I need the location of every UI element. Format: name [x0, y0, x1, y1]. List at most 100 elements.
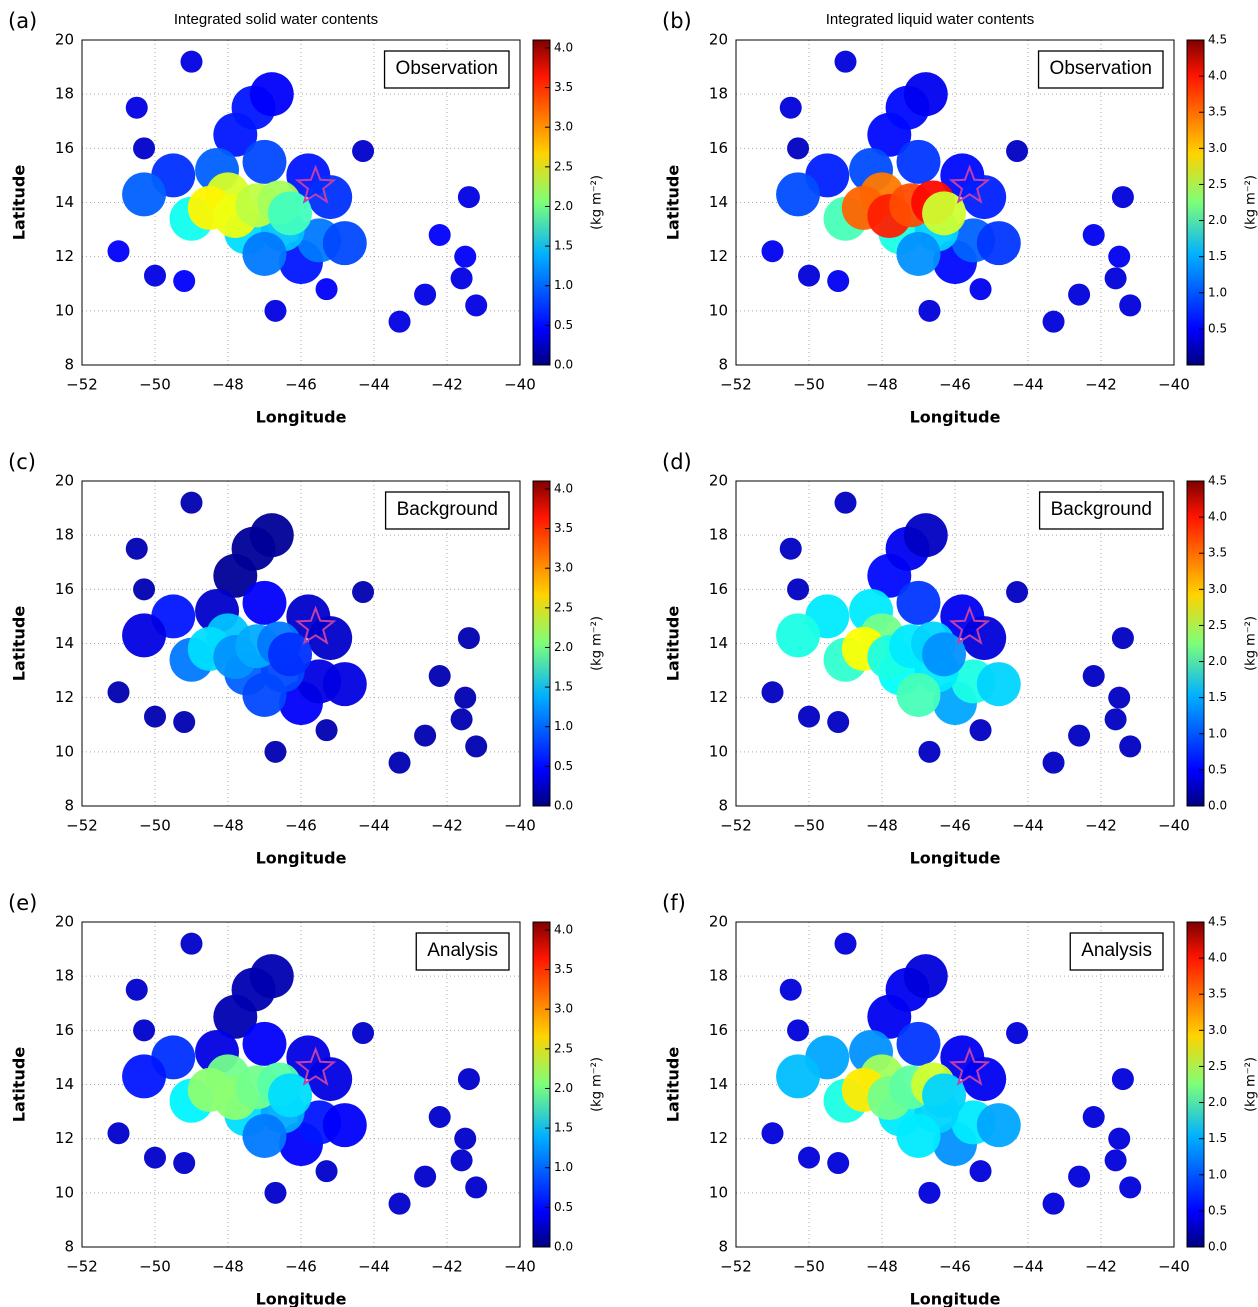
data-cell — [454, 1127, 477, 1150]
data-cell — [315, 719, 338, 742]
x-tick-label: −46 — [939, 376, 971, 394]
y-tick-label: 20 — [55, 472, 74, 490]
data-cell — [242, 672, 287, 717]
colorbar-tick-label: 0.5 — [554, 318, 573, 332]
colorbar-tick-label: 0.5 — [1208, 1203, 1227, 1217]
star-marker — [948, 605, 991, 645]
colorbar-tick-label: 0.0 — [554, 358, 573, 372]
panel-label: (d) — [662, 450, 692, 474]
data-cell — [322, 662, 367, 707]
colorbar-tick-label: 0.0 — [1208, 1240, 1227, 1254]
data-cell — [798, 264, 820, 287]
legend-text: Observation — [396, 58, 498, 79]
y-tick-label: 10 — [709, 742, 728, 760]
data-cell — [122, 172, 167, 217]
colorbar-tick-label: 4.5 — [1208, 474, 1227, 488]
colorbar-label: (kg m⁻²) — [590, 616, 605, 671]
legend-text: Background — [1051, 499, 1152, 520]
x-tick-label: −46 — [285, 376, 317, 394]
colorbar-tick-label: 2.5 — [554, 1041, 573, 1055]
data-cell — [450, 1149, 473, 1172]
data-cell — [268, 1073, 313, 1118]
data-cell — [827, 270, 850, 293]
x-tick-label: −40 — [504, 1258, 536, 1276]
x-tick-label: −42 — [431, 817, 463, 835]
legend-box — [383, 50, 510, 89]
data-cell — [896, 1113, 941, 1158]
data-cell — [834, 50, 857, 73]
colorbar-tick-label: 0.5 — [1208, 762, 1227, 776]
data-cell — [264, 299, 287, 322]
colorbar-tick-label: 2.0 — [1208, 213, 1227, 227]
data-cell — [779, 978, 802, 1001]
colorbar-label: (kg m⁻²) — [590, 1057, 605, 1112]
x-axis-label: Longitude — [256, 849, 347, 868]
data-cell — [180, 491, 203, 514]
colorbar-tick-label: 3.0 — [554, 120, 573, 134]
data-cell — [969, 719, 992, 742]
colorbar-tick-label: 2.5 — [1208, 1059, 1227, 1073]
x-tick-label: −52 — [720, 817, 752, 835]
data-cell — [308, 616, 353, 661]
data-cell — [969, 278, 992, 301]
data-cell — [450, 267, 473, 290]
data-cell — [249, 72, 294, 117]
colorbar-tick-label: 1.5 — [1208, 249, 1227, 263]
colorbar-tick-label: 0.0 — [554, 799, 573, 813]
y-tick-label: 12 — [55, 688, 74, 706]
data-cell — [761, 240, 784, 263]
star-marker — [948, 1046, 991, 1086]
y-tick-label: 18 — [55, 967, 74, 985]
data-cell — [976, 662, 1021, 707]
colorbar-label: (kg m⁻²) — [1244, 616, 1258, 671]
data-cell — [834, 932, 857, 955]
colorbar-tick-label: 3.5 — [554, 521, 573, 535]
data-cell — [173, 1152, 196, 1175]
data-cell — [976, 1103, 1021, 1148]
panel-label: (b) — [662, 9, 692, 33]
data-cell — [903, 72, 948, 117]
data-cell — [465, 294, 488, 317]
data-cell — [827, 711, 850, 734]
y-tick-label: 20 — [709, 913, 728, 931]
data-cell — [976, 221, 1021, 266]
data-cell — [133, 137, 156, 160]
data-cell — [1108, 686, 1131, 709]
x-tick-label: −48 — [212, 376, 244, 394]
data-cell — [896, 1021, 941, 1066]
colorbar-tick-label: 4.0 — [554, 481, 573, 495]
plot-frame — [81, 921, 521, 1248]
colorbar-tick-label: 3.5 — [554, 962, 573, 976]
data-cell — [264, 1181, 287, 1204]
colorbar-tick-label: 3.0 — [554, 1002, 573, 1016]
data-cell — [450, 708, 473, 731]
legend-text: Analysis — [1081, 940, 1152, 961]
y-tick-label: 16 — [709, 139, 728, 157]
data-cell — [144, 264, 166, 287]
data-cell — [1082, 1106, 1105, 1128]
points — [107, 50, 488, 333]
x-tick-label: −50 — [793, 376, 825, 394]
colorbar-tick-label: 2.5 — [1208, 618, 1227, 632]
data-cell — [107, 681, 130, 704]
y-axis-label: Latitude — [664, 1047, 683, 1123]
colorbar-tick-label: 3.0 — [554, 561, 573, 575]
data-cell — [315, 1160, 338, 1183]
data-cell — [268, 191, 313, 236]
colorbar — [532, 39, 551, 366]
data-cell — [308, 175, 353, 220]
x-tick-label: −40 — [1158, 376, 1190, 394]
x-tick-label: −42 — [431, 376, 463, 394]
data-cell — [896, 672, 941, 717]
x-tick-label: −42 — [1085, 1258, 1117, 1276]
data-cell — [896, 139, 941, 184]
x-tick-label: −48 — [866, 817, 898, 835]
data-cell — [242, 1113, 287, 1158]
y-tick-label: 16 — [55, 580, 74, 598]
panel-label: (f) — [662, 891, 686, 915]
legend-text: Background — [397, 499, 498, 520]
colorbar-tick-label: 3.5 — [1208, 987, 1227, 1001]
data-cell — [125, 96, 148, 119]
plot-frame — [735, 921, 1175, 1248]
y-axis-label: Latitude — [10, 165, 29, 241]
